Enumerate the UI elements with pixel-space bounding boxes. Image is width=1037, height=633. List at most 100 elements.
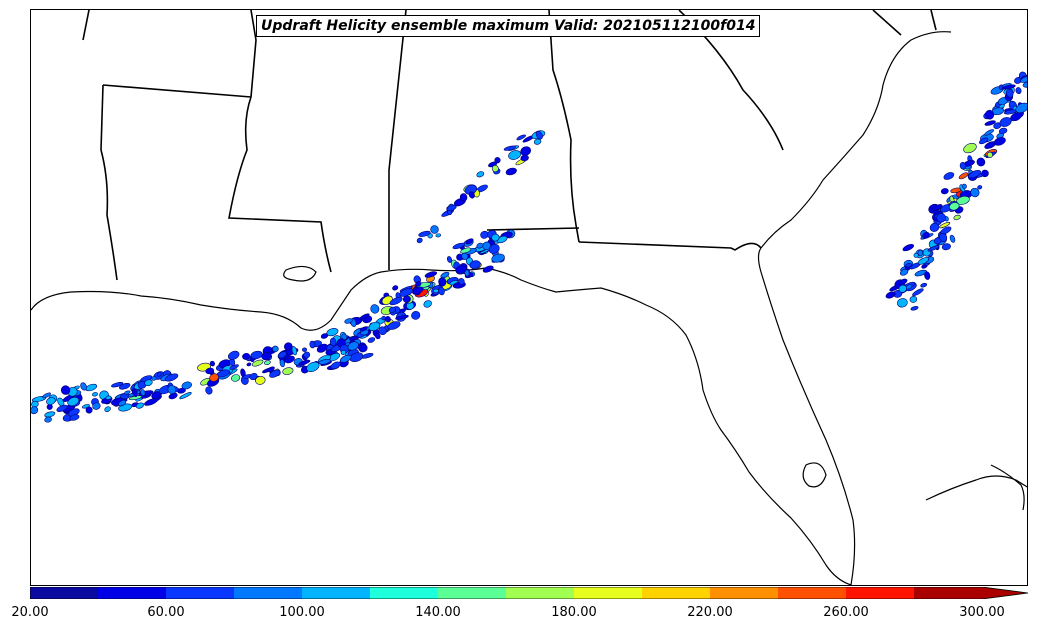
colorbar-tick-label: 260.00 bbox=[823, 605, 869, 620]
helicity-cell bbox=[435, 233, 442, 238]
helicity-cell bbox=[42, 392, 51, 399]
helicity-cell bbox=[917, 257, 930, 265]
helicity-cell bbox=[977, 185, 983, 190]
helicity-cell bbox=[520, 146, 532, 156]
colorbar-segment bbox=[234, 587, 302, 599]
border-la-ms-west bbox=[250, 10, 257, 98]
helicity-cell bbox=[92, 402, 101, 410]
coastlines bbox=[31, 31, 1027, 585]
helicity-cell bbox=[899, 268, 909, 276]
helicity-cell bbox=[976, 157, 986, 167]
helicity-cell bbox=[347, 341, 359, 351]
helicity-cell bbox=[330, 361, 341, 370]
colorbar-segment bbox=[438, 587, 506, 599]
helicity-cell bbox=[399, 288, 414, 297]
colorbar-segment bbox=[506, 587, 574, 599]
helicity-cell bbox=[60, 385, 71, 395]
helicity-cell bbox=[31, 406, 39, 415]
helicity-cell bbox=[516, 134, 526, 141]
helicity-cell bbox=[46, 397, 56, 405]
colorbar-tick-label: 180.00 bbox=[551, 605, 597, 620]
colorbar-tick-label: 60.00 bbox=[147, 605, 185, 620]
helicity-cell bbox=[105, 395, 112, 400]
helicity-cell bbox=[205, 367, 215, 375]
colorbar-segment bbox=[846, 587, 914, 599]
helicity-cell bbox=[922, 231, 930, 239]
colorbar-segments bbox=[30, 587, 1029, 599]
helicity-cell bbox=[458, 278, 465, 285]
border-ms-al bbox=[388, 10, 407, 270]
border-la-west bbox=[100, 149, 118, 281]
helicity-cell bbox=[378, 326, 387, 336]
colorbar-tick-label: 20.00 bbox=[11, 605, 49, 620]
map-title: Updraft Helicity ensemble maximum Valid:… bbox=[256, 15, 761, 37]
helicity-cell bbox=[387, 321, 401, 330]
helicity-cell bbox=[251, 359, 264, 367]
helicity-cell bbox=[430, 225, 439, 234]
helicity-cell bbox=[984, 129, 995, 136]
helicity-cell bbox=[144, 379, 153, 387]
colorbar-segment bbox=[914, 587, 982, 599]
helicity-cell bbox=[909, 295, 918, 303]
helicity-cell bbox=[917, 249, 924, 257]
helicity-cell bbox=[278, 351, 287, 359]
helicity-cell bbox=[482, 241, 491, 250]
helicity-cell bbox=[1005, 88, 1014, 98]
helicity-cell bbox=[963, 143, 977, 154]
helicity-cell bbox=[416, 237, 423, 244]
helicity-cell bbox=[250, 350, 263, 360]
helicity-cell bbox=[491, 233, 500, 242]
helicity-cell bbox=[999, 117, 1012, 127]
helicity-cell bbox=[469, 260, 481, 269]
helicity-cell bbox=[375, 333, 381, 340]
helicity-cell bbox=[1015, 87, 1022, 95]
border-ms-river bbox=[228, 96, 332, 273]
helicity-cell bbox=[395, 314, 409, 320]
helicity-cell bbox=[898, 284, 907, 293]
helicity-cell bbox=[181, 381, 192, 390]
border-nc-top bbox=[930, 10, 937, 31]
updraft-helicity-cells bbox=[31, 71, 1027, 423]
map-frame: Updraft Helicity ensemble maximum Valid:… bbox=[30, 9, 1028, 586]
helicity-cell bbox=[941, 243, 951, 251]
helicity-cell bbox=[491, 165, 499, 173]
helicity-cell bbox=[124, 390, 131, 395]
helicity-cell bbox=[266, 366, 275, 373]
helicity-cell bbox=[282, 367, 294, 375]
helicity-cell bbox=[505, 167, 517, 176]
helicity-cell bbox=[339, 354, 352, 363]
helicity-cell bbox=[118, 399, 127, 407]
coast-atlantic bbox=[760, 31, 952, 249]
helicity-cell bbox=[302, 347, 307, 352]
helicity-cell bbox=[920, 282, 928, 288]
helicity-cell bbox=[905, 263, 913, 268]
colorbar-extend-arrow bbox=[982, 587, 1028, 599]
helicity-cell bbox=[913, 252, 919, 258]
lake-okeechobee bbox=[802, 462, 827, 488]
helicity-cell bbox=[291, 346, 298, 356]
helicity-cell bbox=[936, 213, 946, 223]
helicity-cell bbox=[381, 315, 386, 321]
helicity-cell bbox=[205, 386, 213, 395]
helicity-cell bbox=[503, 145, 517, 151]
helicity-cell bbox=[69, 414, 80, 421]
helicity-cell bbox=[939, 232, 948, 242]
map-canvas bbox=[31, 10, 1027, 585]
colorbar-segment bbox=[98, 587, 166, 599]
helicity-cell bbox=[979, 137, 989, 145]
helicity-cell bbox=[468, 191, 475, 199]
helicity-cell bbox=[140, 389, 146, 396]
helicity-cell bbox=[167, 385, 177, 395]
colorbar-labels: 20.00 60.00 100.00 140.00 180.00 220.00 260.00… bbox=[0, 605, 1037, 625]
helicity-cell bbox=[209, 373, 219, 382]
helicity-cell bbox=[81, 404, 90, 409]
helicity-cell bbox=[1015, 102, 1027, 114]
helicity-cell bbox=[111, 381, 124, 388]
helicity-cell bbox=[986, 151, 993, 158]
lake-pontchartrain bbox=[283, 265, 317, 282]
helicity-cell bbox=[272, 345, 279, 353]
helicity-cell bbox=[438, 277, 447, 287]
helicity-cell bbox=[423, 300, 432, 308]
border-ga-fl bbox=[578, 241, 762, 251]
helicity-cell bbox=[249, 372, 258, 381]
